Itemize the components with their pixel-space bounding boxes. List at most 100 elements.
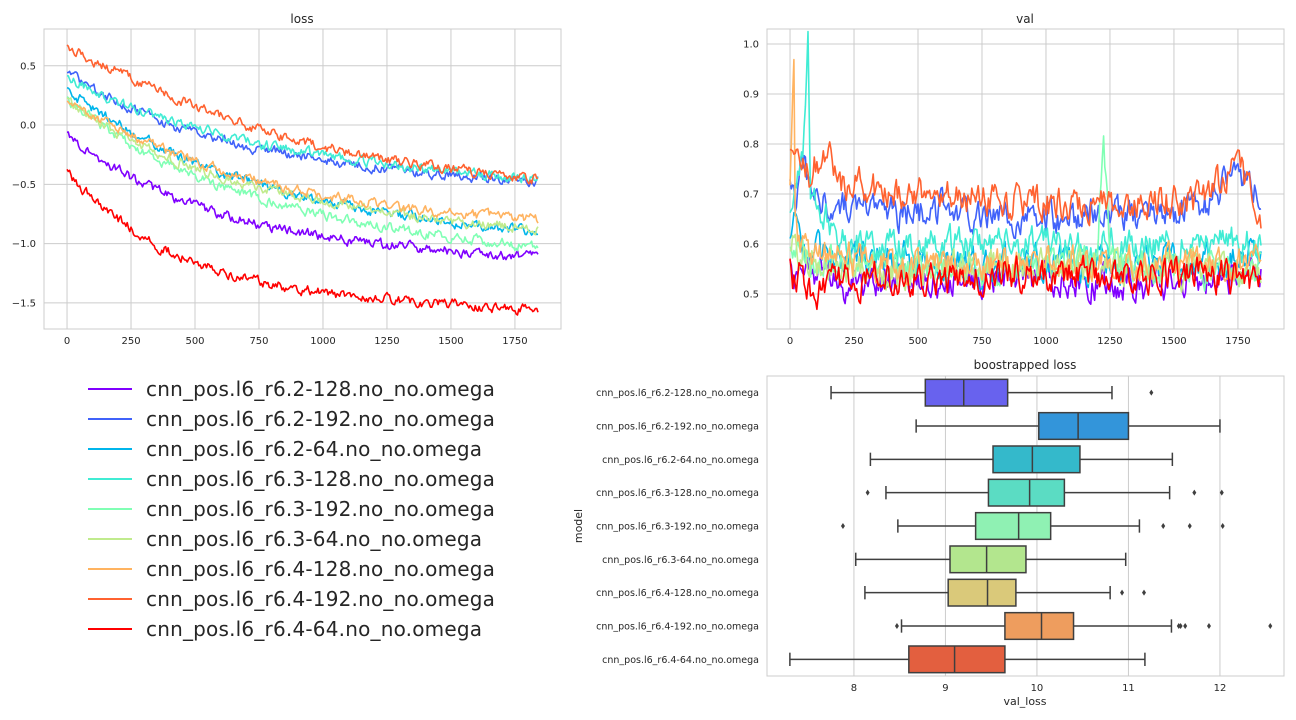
boxplot-outlier: [1183, 623, 1188, 629]
loss-series-line: [66, 100, 539, 224]
boxplot-category-label: cnn_pos.l6_r6.4-192.no_no.omega: [596, 622, 759, 633]
loss-y-tick-label: −1.0: [12, 239, 36, 250]
legend-swatch: [88, 388, 132, 390]
loss-x-tick-label: 750: [249, 336, 268, 347]
boxplot-boxes: [789, 378, 1273, 674]
val-y-tick-label: 0.6: [743, 240, 759, 251]
legend-label: cnn_pos.l6_r6.3-128.no_no.omega: [146, 467, 496, 491]
boxplot-category-label: cnn_pos.l6_r6.2-192.no_no.omega: [596, 422, 759, 433]
legend-label: cnn_pos.l6_r6.4-64.no_no.omega: [146, 617, 483, 641]
legend-label: cnn_pos.l6_r6.2-64.no_no.omega: [146, 437, 483, 461]
boxplot-outlier: [1149, 389, 1154, 396]
boxplot-box: [949, 545, 1027, 574]
boxplot-outlier: [1268, 623, 1273, 629]
boxplot-x-tick-label: 11: [1122, 683, 1135, 694]
val-x-tick-label: 1250: [1097, 336, 1122, 347]
boxplot-outlier: [1120, 589, 1125, 596]
boxplot-outlier: [865, 489, 870, 496]
boxplot-outlier: [840, 523, 845, 529]
val-y-tick-label: 1.0: [743, 40, 759, 51]
legend-item: cnn_pos.l6_r6.2-128.no_no.omega: [88, 374, 608, 404]
legend-swatch: [88, 538, 132, 540]
val-series-line: [789, 58, 1262, 288]
boxplot-category-label: cnn_pos.l6_r6.4-128.no_no.omega: [596, 588, 759, 599]
boxplot-box: [947, 578, 1017, 607]
loss-series-line: [66, 96, 539, 252]
loss-series-line: [66, 44, 539, 185]
boxplot-outlier: [894, 623, 899, 629]
loss-series-line: [66, 168, 539, 316]
boxplot-chart: boostrapped loss 8 9 10 11 12 cnn_pos.l6_r6.2…: [572, 358, 1285, 708]
boxplot-outlier: [1206, 623, 1211, 629]
legend-label: cnn_pos.l6_r6.2-128.no_no.omega: [146, 377, 496, 401]
boxplot-category-label: cnn_pos.l6_r6.3-128.no_no.omega: [596, 488, 759, 499]
boxplot-tick-labels: 8 9 10 11 12 cnn_pos.l6_r6.2-128.no_no.omegac…: [596, 388, 1226, 694]
val-series-line: [789, 254, 1262, 311]
val-x-tick-label: 500: [908, 336, 927, 347]
val-series-line: [789, 30, 1262, 268]
boxplot-outlier: [1187, 523, 1192, 529]
boxplot-box: [992, 445, 1081, 474]
loss-y-tick-label: 0.0: [20, 121, 36, 132]
legend-label: cnn_pos.l6_r6.3-192.no_no.omega: [146, 497, 496, 521]
legend-swatch: [88, 508, 132, 510]
val-y-tick-label: 0.5: [743, 290, 759, 301]
boxplot-box: [1038, 411, 1130, 441]
loss-chart: loss 0 250 500 750 1000 1250 1500 1750 0.5 0.0 −0.…: [12, 12, 562, 347]
loss-y-tick-label: −0.5: [12, 180, 36, 191]
loss-series-line: [66, 97, 539, 236]
boxplot-box: [924, 378, 1009, 407]
val-series-group: [789, 30, 1262, 311]
boxplot-outlier: [1161, 523, 1166, 529]
val-title: val: [1016, 12, 1034, 26]
boxplot-category-label: cnn_pos.l6_r6.3-192.no_no.omega: [596, 522, 759, 533]
val-x-tick-label: 750: [972, 336, 991, 347]
legend-swatch: [88, 448, 132, 450]
boxplot-outlier: [1141, 589, 1146, 596]
loss-x-tick-label: 1000: [310, 336, 335, 347]
val-x-tick-label: 1500: [1161, 336, 1186, 347]
boxplot-box: [987, 478, 1066, 507]
loss-x-tick-label: 500: [185, 336, 204, 347]
legend-swatch: [88, 598, 132, 600]
val-y-tick-label: 0.8: [743, 140, 759, 151]
loss-title: loss: [290, 12, 313, 26]
legend-swatch: [88, 418, 132, 420]
val-x-tick-label: 1000: [1033, 336, 1058, 347]
boxplot-category-label: cnn_pos.l6_r6.2-128.no_no.omega: [596, 388, 759, 399]
val-x-tick-label: 0: [787, 336, 793, 347]
val-x-tick-label: 250: [844, 336, 863, 347]
loss-y-tick-label: 0.5: [20, 61, 36, 72]
boxplot-outlier: [1178, 623, 1183, 629]
boxplot-x-tick-label: 9: [942, 683, 948, 694]
loss-x-tick-label: 1250: [374, 336, 399, 347]
val-tick-labels: 0 250 500 750 1000 1250 1500 1750 1.0 0.9 0.8 0.7 0.…: [743, 40, 1251, 348]
val-y-tick-label: 0.7: [743, 190, 759, 201]
val-x-tick-label: 1750: [1225, 336, 1250, 347]
loss-series-line: [66, 70, 539, 188]
legend-item: cnn_pos.l6_r6.3-64.no_no.omega: [88, 524, 608, 554]
legend-swatch: [88, 478, 132, 480]
loss-x-tick-label: 1500: [438, 336, 463, 347]
boxplot-x-tick-label: 10: [1031, 683, 1044, 694]
loss-series-line: [66, 131, 539, 261]
boxplot-outlier: [1220, 523, 1225, 529]
val-series-line: [789, 141, 1262, 229]
boxplot-box: [908, 645, 1006, 674]
legend-item: cnn_pos.l6_r6.2-192.no_no.omega: [88, 404, 608, 434]
legend-label: cnn_pos.l6_r6.2-192.no_no.omega: [146, 407, 496, 431]
legend-swatch: [88, 628, 132, 630]
legend-item: cnn_pos.l6_r6.3-192.no_no.omega: [88, 494, 608, 524]
loss-y-tick-label: −1.5: [12, 298, 36, 309]
legend-item: cnn_pos.l6_r6.4-192.no_no.omega: [88, 584, 608, 614]
loss-x-tick-label: 250: [121, 336, 140, 347]
loss-tick-labels: 0 250 500 750 1000 1250 1500 1750 0.5 0.0 −0.5 −1.0…: [12, 61, 528, 347]
boxplot-category-label: cnn_pos.l6_r6.2-64.no_no.omega: [602, 455, 759, 466]
loss-series-line: [66, 74, 539, 184]
val-chart: val 0 250 500 750 1000 1250 1500 17501.00.90.80…: [743, 12, 1285, 348]
legend-item: cnn_pos.l6_r6.4-128.no_no.omega: [88, 554, 608, 584]
loss-x-tick-label: 0: [64, 336, 70, 347]
legend: cnn_pos.l6_r6.2-128.no_no.omega cnn_pos.…: [88, 374, 608, 644]
boxplot-category-label: cnn_pos.l6_r6.3-64.no_no.omega: [602, 555, 759, 566]
